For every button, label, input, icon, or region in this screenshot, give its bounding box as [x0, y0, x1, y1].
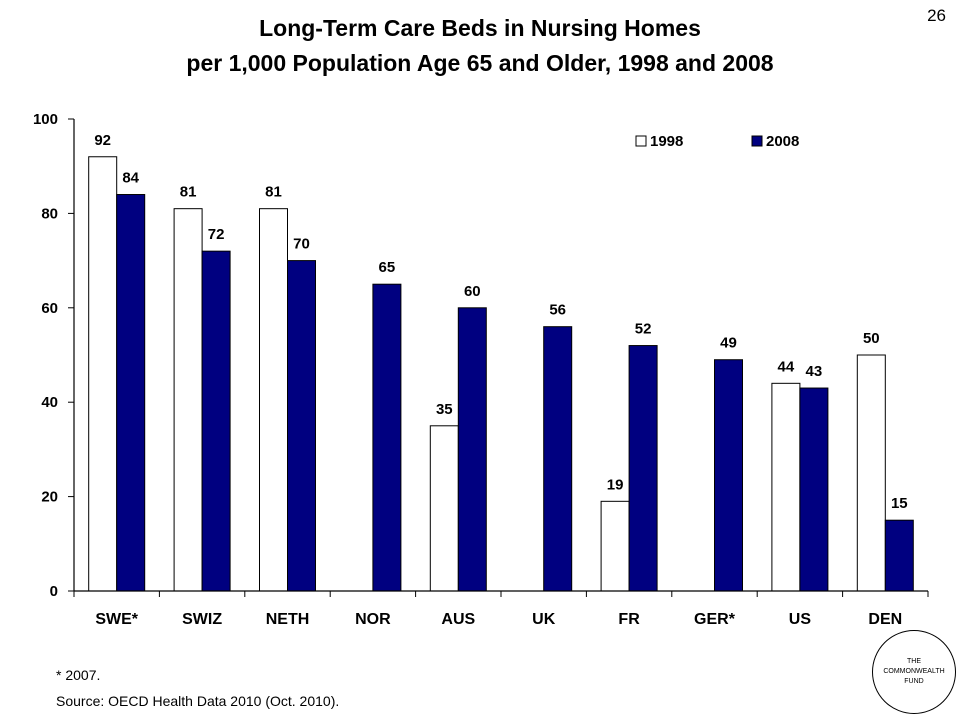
bar-2008-us	[799, 387, 829, 592]
value-label-1998-neth: 81	[265, 184, 282, 201]
value-label-2008-nor: 65	[379, 259, 396, 276]
x-tick-label: DEN	[868, 611, 902, 628]
y-tick-label: 20	[41, 489, 58, 506]
bar-2008-neth	[287, 260, 316, 592]
bar-2008-fr	[628, 345, 658, 592]
y-tick-label: 80	[41, 205, 58, 222]
logo-line-2: COMMONWEALTH	[883, 668, 945, 675]
x-tick-label: UK	[532, 611, 556, 628]
bar-1998-neth	[259, 208, 288, 592]
bar-2008-swiz	[201, 250, 231, 592]
x-tick-label: NETH	[266, 611, 310, 628]
x-tick-label: US	[789, 611, 812, 628]
x-tick-label: SWE*	[95, 611, 138, 628]
bars-group	[88, 156, 914, 592]
value-label-2008-ger: 49	[720, 335, 737, 352]
value-label-1998-swiz: 81	[180, 184, 197, 201]
value-label-2008-neth: 70	[293, 236, 310, 253]
bar-1998-us	[771, 382, 801, 592]
value-label-1998-aus: 35	[436, 401, 453, 418]
value-label-1998-swe: 92	[94, 132, 111, 149]
x-tick-label: NOR	[355, 611, 391, 628]
value-label-2008-us: 43	[806, 363, 823, 380]
chart-title-line-2: per 1,000 Population Age 65 and Older, 1…	[186, 50, 774, 76]
bar-2008-uk	[543, 326, 573, 592]
logo-line-3: FUND	[904, 678, 924, 685]
x-tick-label: GER*	[694, 611, 736, 628]
axes-group: SWE* SWIZ NETH NOR AUS UK FR GER* US DEN 0 20 40 60 80…	[33, 111, 929, 628]
x-tick-label: AUS	[441, 611, 475, 628]
y-tick-label: 60	[41, 300, 58, 317]
footnote: * 2007.	[56, 667, 101, 683]
y-tick-label: 40	[41, 394, 58, 411]
value-label-2008-aus: 60	[464, 283, 481, 300]
legend-label-2008: 2008	[766, 133, 799, 150]
legend: 1998 2008	[635, 133, 799, 150]
value-label-1998-us: 44	[778, 358, 795, 375]
bar-1998-aus	[429, 425, 459, 592]
commonwealth-fund-logo: THE COMMONWEALTH FUND	[872, 630, 956, 714]
value-label-2008-den: 15	[891, 495, 908, 512]
legend-label-1998: 1998	[650, 133, 683, 150]
legend-swatch-2008	[751, 135, 763, 147]
bar-2008-den	[884, 519, 914, 592]
bar-1998-swiz	[173, 208, 203, 592]
value-label-2008-fr: 52	[635, 321, 652, 338]
chart-title-line-1: Long-Term Care Beds in Nursing Homes	[259, 15, 701, 41]
x-tick-label: FR	[618, 611, 640, 628]
value-label-2008-swiz: 72	[208, 226, 225, 243]
bar-1998-den	[856, 354, 886, 592]
value-label-1998-den: 50	[863, 330, 880, 347]
value-label-1998-fr: 19	[607, 476, 624, 493]
bar-2008-ger	[714, 359, 743, 592]
bar-2008-nor	[372, 283, 402, 592]
bar-1998-swe	[88, 156, 118, 592]
x-tick-label: SWIZ	[182, 611, 222, 628]
value-label-2008-uk: 56	[549, 302, 566, 319]
logo-line-1: THE	[907, 658, 921, 665]
y-tick-label: 100	[33, 111, 58, 128]
source-note: Source: OECD Health Data 2010 (Oct. 2010…	[56, 693, 340, 709]
bar-2008-swe	[116, 194, 146, 592]
bar-2008-aus	[457, 307, 487, 592]
page-number: 26	[927, 6, 946, 25]
bar-1998-fr	[600, 500, 630, 592]
legend-swatch-1998	[635, 135, 647, 147]
y-tick-label: 0	[50, 583, 58, 600]
value-labels-group: 92 84 81 72 81 70 65 35 60 56 19 52 49 44 43 50 15	[94, 132, 907, 512]
value-label-2008-swe: 84	[122, 170, 139, 187]
